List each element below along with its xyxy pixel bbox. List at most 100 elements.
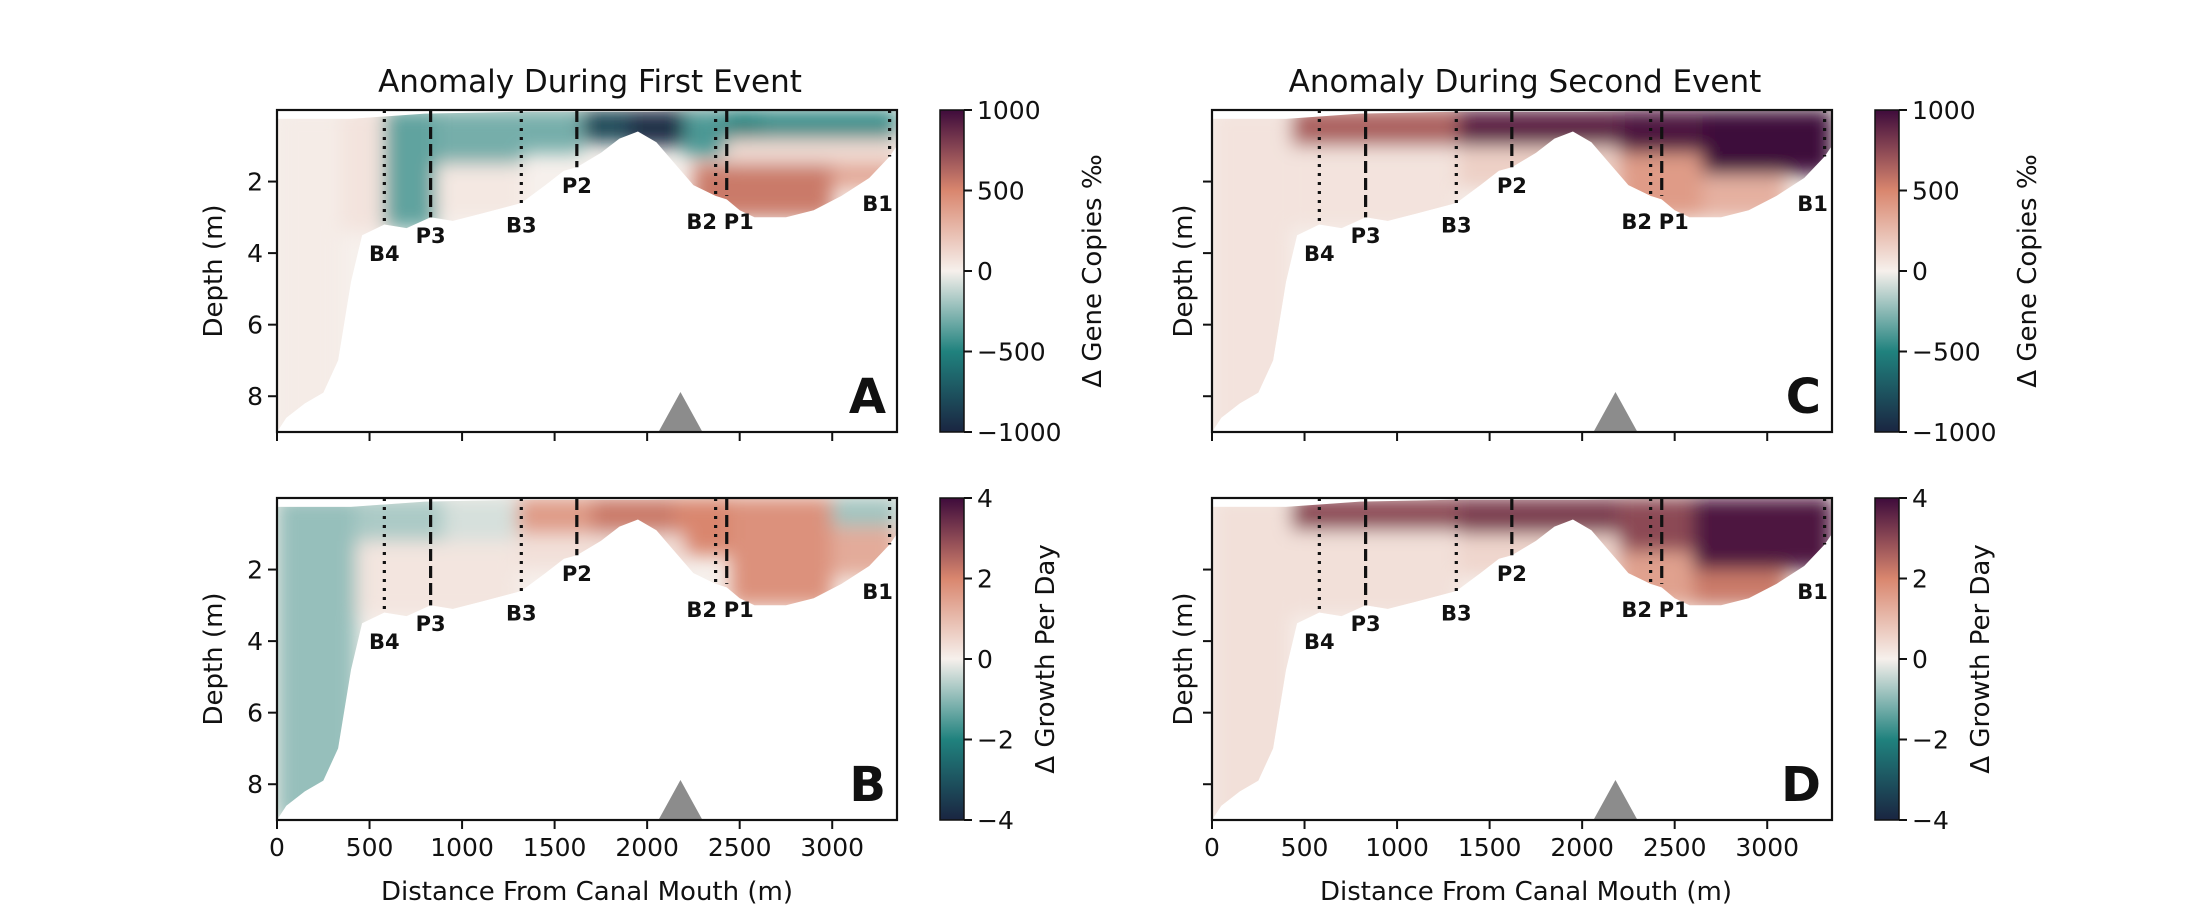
x-axis-label-d: Distance From Canal Mouth (m)	[1320, 877, 1732, 907]
axes-frame-a	[275, 108, 899, 434]
heat-cell	[1693, 569, 1786, 606]
colorbar-tick-label: −2	[977, 726, 1014, 755]
station-label-p2: P2	[1497, 174, 1527, 198]
x-tick-label: 500	[346, 833, 394, 862]
location-marker-triangle	[658, 780, 703, 820]
heat-cell	[384, 110, 437, 229]
heat-cell	[1291, 498, 1459, 531]
heat-cell	[356, 540, 518, 616]
location-marker-triangle	[1593, 392, 1638, 432]
y-tick-label: 4	[247, 239, 263, 268]
y-axis-label-b: Depth (m)	[199, 592, 229, 725]
axes-frame-d	[1210, 496, 1834, 822]
colorbar-label-d: Δ Growth Per Day	[1966, 544, 1996, 773]
heat-cell	[684, 110, 725, 157]
x-tick-label: 0	[1204, 833, 1220, 862]
colorbar-ticks-a: 1000 500 0 −500 −1000	[964, 96, 1062, 447]
colorbar-tick-label: −1000	[977, 418, 1062, 447]
station-label-b2: B2	[686, 210, 717, 234]
colorbar-tick-label: 500	[1912, 177, 1960, 206]
station-label-p2: P2	[562, 562, 592, 586]
station-label-p2: P2	[1497, 562, 1527, 586]
heat-cell	[1212, 498, 1292, 820]
colorbar-label-b: Δ Growth Per Day	[1031, 544, 1061, 773]
heat-cell	[1291, 145, 1459, 229]
colorbar-tick-label: 1000	[977, 96, 1041, 125]
station-label-b4: B4	[1304, 242, 1335, 266]
colorbar-tick-label: 4	[977, 484, 993, 513]
heat-cell	[436, 163, 524, 218]
axes-c	[1203, 180, 1769, 441]
heat-cell	[436, 110, 524, 164]
panel-letter-b: B	[849, 757, 886, 813]
colorbar-ticks-c: 1000 500 0 −500 −1000	[1899, 96, 1997, 447]
station-label-b2: B2	[686, 598, 717, 622]
x-tick-label: 2500	[1643, 833, 1707, 862]
colorbar-tick-label: 0	[1912, 645, 1928, 674]
heat-cell	[277, 110, 342, 432]
y-axis-label-a: Depth (m)	[199, 204, 229, 337]
x-tick-label: 0	[269, 833, 285, 862]
heatmap-b: B4 P3 B3 P2 B2 P1 B1	[277, 498, 897, 820]
station-label-p3: P3	[1351, 224, 1381, 248]
axes-b: 2 4 6 8 0 500 1000 1500 2000 2500 3000	[247, 556, 864, 862]
heatmap-a: B4 P3 B3 P2 B2 P1 B1	[277, 110, 897, 432]
station-label-p1: P1	[724, 598, 754, 622]
y-axis-label-d: Depth (m)	[1169, 592, 1199, 725]
heat-cell	[1291, 530, 1459, 617]
station-label-b4: B4	[1304, 630, 1335, 654]
heat-cell	[443, 498, 518, 541]
axes-frame-b	[275, 496, 899, 822]
heat-cell	[761, 110, 897, 139]
colorbar-tick-label: −4	[1912, 806, 1949, 835]
location-marker-triangle	[658, 392, 703, 432]
y-tick-label: 2	[247, 556, 263, 585]
panel-letter-c: C	[1786, 369, 1821, 425]
heat-cell	[832, 526, 897, 577]
colorbar-tick-label: 0	[977, 645, 993, 674]
colorbar-b	[939, 497, 965, 821]
heat-cell	[517, 498, 592, 534]
x-tick-label: 3000	[800, 833, 864, 862]
x-tick-label: 3000	[1735, 833, 1799, 862]
colorbar-tick-label: 1000	[1912, 96, 1976, 125]
station-label-p3: P3	[416, 612, 446, 636]
y-axis-label-c: Depth (m)	[1169, 204, 1199, 337]
station-label-b3: B3	[1441, 601, 1472, 625]
station-label-b1: B1	[862, 192, 893, 216]
colorbar-tick-label: 4	[1912, 484, 1928, 513]
location-marker-triangle	[1593, 780, 1638, 820]
axes-d: 0 500 1000 1500 2000 2500 3000	[1203, 568, 1799, 862]
heat-cell	[1693, 498, 1832, 570]
x-tick-label: 2000	[615, 833, 679, 862]
y-tick-label: 4	[247, 627, 263, 656]
x-tick-label: 1500	[523, 833, 587, 862]
station-label-b1: B1	[1797, 580, 1828, 604]
panel-letter-a: A	[849, 369, 886, 425]
colorbar-tick-label: 500	[977, 177, 1025, 206]
panel-letter-d: D	[1781, 757, 1821, 813]
heat-cell	[730, 498, 833, 606]
station-label-p1: P1	[724, 210, 754, 234]
y-tick-label: 2	[247, 168, 263, 197]
heat-cell	[1702, 174, 1786, 218]
heat-cell	[1212, 110, 1292, 432]
colorbar-tick-label: 0	[977, 257, 993, 286]
x-tick-label: 1000	[430, 833, 494, 862]
station-label-b3: B3	[506, 601, 537, 625]
x-tick-label: 1000	[1365, 833, 1429, 862]
y-tick-label: 8	[247, 770, 263, 799]
station-label-b3: B3	[506, 213, 537, 237]
y-tick-label: 6	[247, 699, 263, 728]
colorbar-tick-label: 0	[1912, 257, 1928, 286]
panel-title-a: Anomaly During First Event	[378, 64, 802, 100]
heat-cell	[277, 498, 357, 820]
heat-cell	[832, 498, 897, 527]
x-tick-label: 2000	[1550, 833, 1614, 862]
station-label-b4: B4	[369, 242, 400, 266]
y-tick-label: 6	[247, 311, 263, 340]
axes-frame-c	[1210, 108, 1834, 434]
station-label-p1: P1	[1659, 598, 1689, 622]
